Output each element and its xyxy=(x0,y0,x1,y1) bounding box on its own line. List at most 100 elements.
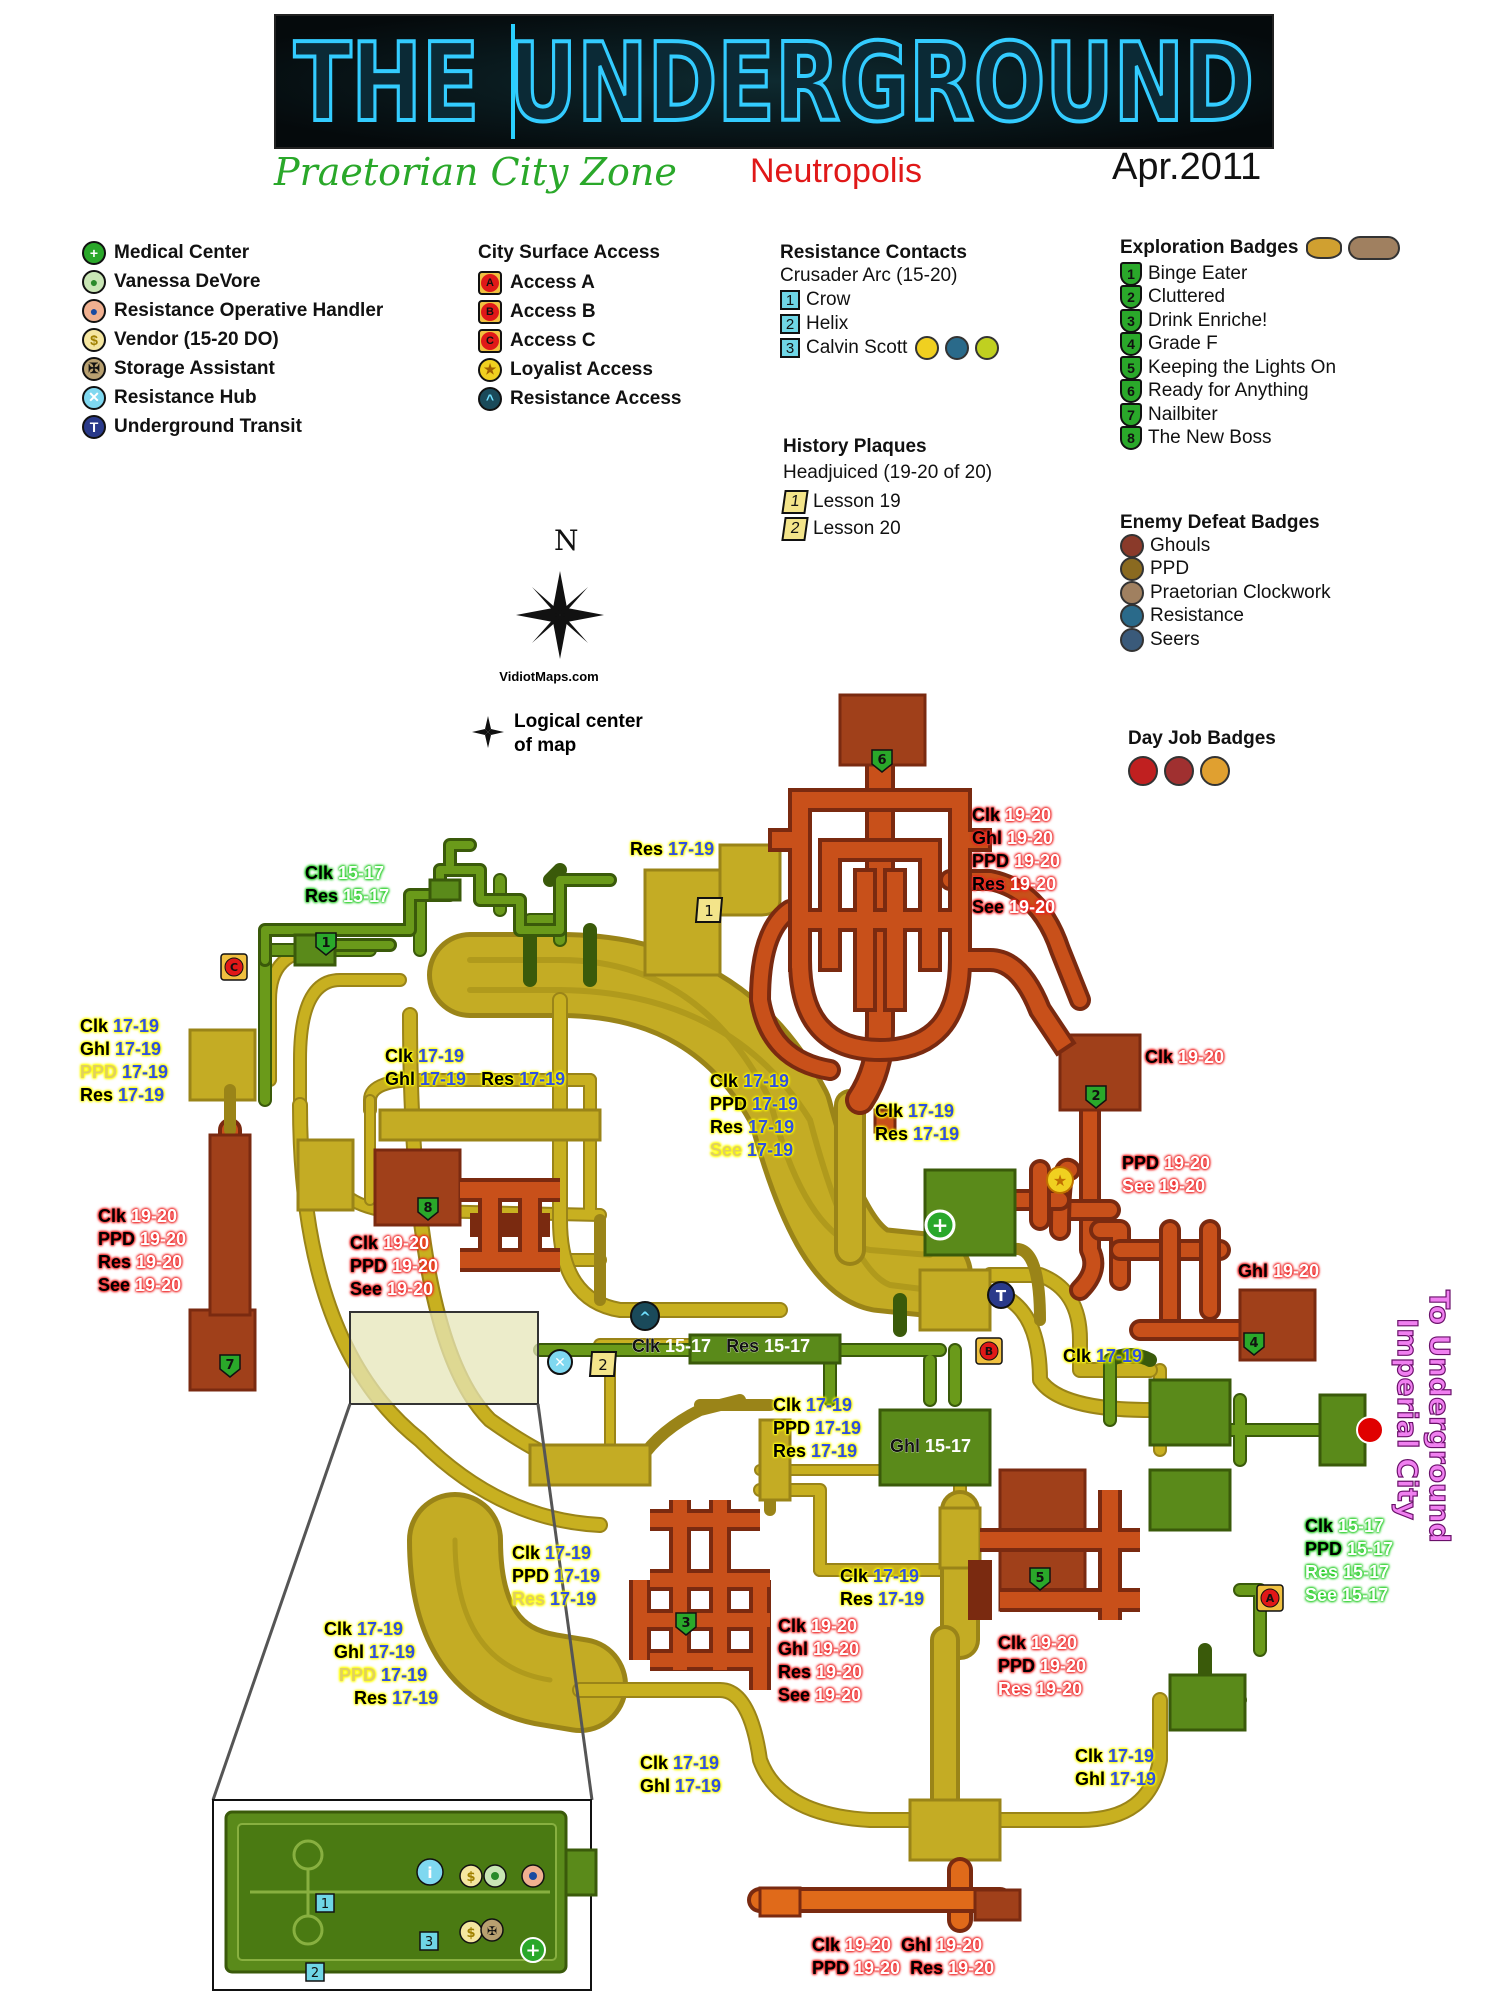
level-label-n-red: Clk 19-20 Ghl 19-20 PPD 19-20 Res 19-20 … xyxy=(972,805,1061,918)
svg-text:i: i xyxy=(427,1864,432,1882)
svg-text:1: 1 xyxy=(321,936,330,951)
dollar-icon: $ xyxy=(82,327,106,352)
legend-plaques-arc: Headjuiced (19-20 of 20) xyxy=(783,462,993,483)
exploration-marker-8: 8 xyxy=(417,1197,439,1221)
level-label-n-yellow: Res 17-19 xyxy=(630,839,715,860)
legend-item-resistance-badge: Resistance xyxy=(1120,604,1331,629)
level-label-e-red-clk: Clk 19-20 xyxy=(1145,1047,1225,1068)
svg-text:2: 2 xyxy=(1091,1089,1100,1104)
exploration-badge-alt-icon xyxy=(1348,236,1401,260)
inset-contact-3: 3 xyxy=(419,1931,439,1951)
legend-item-medical: + Medical Center xyxy=(82,238,383,267)
legend-item-clockwork: Praetorian Clockwork xyxy=(1120,580,1331,605)
map-icons: + ★ T ✕ ^ i $ $ ✠ + 1 3 2 xyxy=(305,1166,1384,1982)
legend-item-helix: 2 Helix xyxy=(780,312,1005,336)
resistance-enemy-badge-icon xyxy=(1120,604,1144,629)
person-icon: ● xyxy=(82,269,106,294)
red-tree-north xyxy=(768,788,1077,1063)
legend-item-access-c: C Access C xyxy=(478,326,681,355)
inset-vendor-icon: $ xyxy=(459,1864,483,1888)
legend-item-new-boss: 8 The New Boss xyxy=(1120,426,1400,451)
legend-item-ppd: PPD xyxy=(1120,557,1331,582)
legend-item-grade-f: 4 Grade F xyxy=(1120,332,1400,357)
level-label-sw-yellow: Clk 17-19 PPD 17-19 Res 17-19 xyxy=(512,1543,601,1610)
plaque-markers: 1 2 xyxy=(588,897,724,1377)
storage-icon: ✠ xyxy=(82,356,106,381)
legend-item-loyalist: ★ Loyalist Access xyxy=(478,355,681,384)
svg-text:+: + xyxy=(525,1940,540,1961)
legend-exploration: Exploration Badges 1 Binge Eater 2 Clutter… xyxy=(1120,234,1401,451)
green-rooms xyxy=(293,878,1367,1732)
svg-text:+: + xyxy=(932,1213,949,1237)
svg-text:3: 3 xyxy=(681,1616,690,1631)
exploration-marker-3: 3 xyxy=(675,1612,697,1636)
exploration-marker-5: 5 xyxy=(1029,1567,1051,1591)
level-label-w-red: Clk 19-20 PPD 19-20 Res 19-20 See 19-20 xyxy=(98,1206,187,1296)
legend-item-handler: ● Resistance Operative Handler xyxy=(82,296,383,325)
inset-storage-icon: ✠ xyxy=(480,1918,504,1942)
level-label-transit-yellow: Clk 17-19 xyxy=(1063,1346,1143,1367)
exit-label-line2: Imperial City xyxy=(1391,1318,1424,1520)
legend-item-crow: 1 Crow xyxy=(780,288,1005,312)
inset-handler-icon xyxy=(521,1864,545,1888)
inset-vanessa-icon xyxy=(483,1864,507,1888)
medical-cross-icon: + xyxy=(82,240,106,265)
city-name: Neutropolis xyxy=(750,152,922,190)
dayjob-badge-icon xyxy=(1128,756,1158,786)
level-label-se-red: Clk 19-20 PPD 19-20 Res 19-20 xyxy=(998,1633,1087,1700)
title-text: THE UNDERGROUND xyxy=(294,21,1254,146)
legend-item-drink-enriche: 3 Drink Enriche! xyxy=(1120,308,1400,333)
svg-text:✠: ✠ xyxy=(487,1924,497,1938)
exploration-marker-1: 1 xyxy=(315,932,337,956)
transit-t-icon: T xyxy=(82,414,106,439)
dayjob-badge-icon xyxy=(1164,756,1194,786)
inset-medical-icon: + xyxy=(520,1937,546,1963)
legend-item-calvin: 3 Calvin Scott xyxy=(780,336,1005,360)
medical-cross-icon: + xyxy=(924,1209,956,1241)
resistance-chevron-icon: ^ xyxy=(630,1301,660,1331)
svg-text:4: 4 xyxy=(1249,1336,1258,1351)
loyalist-star-icon: ★ xyxy=(1046,1166,1074,1194)
level-label-sw2-yellow: Clk 17-19 Ghl 17-19 PPD 17-19 Res 17-19 xyxy=(324,1619,439,1709)
level-label-arc2-yellow: Clk 17-19 Res 17-19 xyxy=(875,1101,960,1145)
svg-text:8: 8 xyxy=(423,1201,432,1216)
legend-item-ghouls: Ghouls xyxy=(1120,533,1331,558)
exit-label: To Underground Imperial City xyxy=(1390,1289,1456,1543)
access-c-marker: C xyxy=(220,953,248,981)
exploration-marker-7: 7 xyxy=(219,1354,241,1378)
legend-item-storage: ✠ Storage Assistant xyxy=(82,354,383,383)
svg-text:★: ★ xyxy=(1053,1171,1067,1190)
loyalist-star-icon: ★ xyxy=(478,357,502,382)
legend-plaques: History Plaques Headjuiced (19-20 of 20)… xyxy=(781,436,993,542)
legend-item-lesson19: 1 Lesson 19 xyxy=(781,488,992,515)
level-label-s-yellow: Clk 17-19 Res 17-19 xyxy=(840,1566,925,1610)
hub-x-icon: ✕ xyxy=(82,385,106,410)
svg-text:T: T xyxy=(996,1287,1007,1305)
exploration-marker-6: 6 xyxy=(871,749,893,773)
legend-dayjob-title: Day Job Badges xyxy=(1128,728,1276,749)
ppd-badge-icon xyxy=(1120,557,1144,582)
legend-item-keeping-lights: 5 Keeping the Lights On xyxy=(1120,355,1400,380)
title-banner: THE UNDERGROUND xyxy=(274,14,1274,149)
legend-dayjob: Day Job Badges xyxy=(1128,728,1276,786)
ghoul-badge-icon xyxy=(1120,533,1144,558)
svg-text:✕: ✕ xyxy=(554,1355,566,1371)
svg-text:1: 1 xyxy=(321,1897,329,1912)
resistance-hub-icon: ✕ xyxy=(547,1349,573,1375)
red-room-3 xyxy=(629,1500,771,1690)
legend-services: + Medical Center ● Vanessa DeVore ● Resista… xyxy=(82,238,383,441)
svg-text:2: 2 xyxy=(311,1966,319,1981)
legend-item-lesson20: 2 Lesson 20 xyxy=(781,515,992,542)
access-a-marker: A xyxy=(1256,1584,1284,1612)
clockwork-badge-icon xyxy=(1120,580,1144,605)
legend-contacts: Resistance Contacts Crusader Arc (15-20)… xyxy=(780,242,1005,360)
resistance-chevron-icon: ^ xyxy=(478,386,502,411)
svg-text:$: $ xyxy=(466,1870,475,1885)
red-room-5 xyxy=(968,1490,1140,1620)
exit-dot-icon xyxy=(1356,1416,1384,1444)
seers-badge-icon xyxy=(1120,627,1144,652)
exploration-markers: 1 2 3 4 5 6 7 8 xyxy=(219,749,1265,1636)
plaque-marker-1: 1 xyxy=(694,897,724,923)
level-label-w-yellow: Clk 17-19 Ghl 17-19 PPD 17-19 Res 17-19 xyxy=(80,1016,169,1106)
speaker-badge-icon xyxy=(975,336,1000,360)
